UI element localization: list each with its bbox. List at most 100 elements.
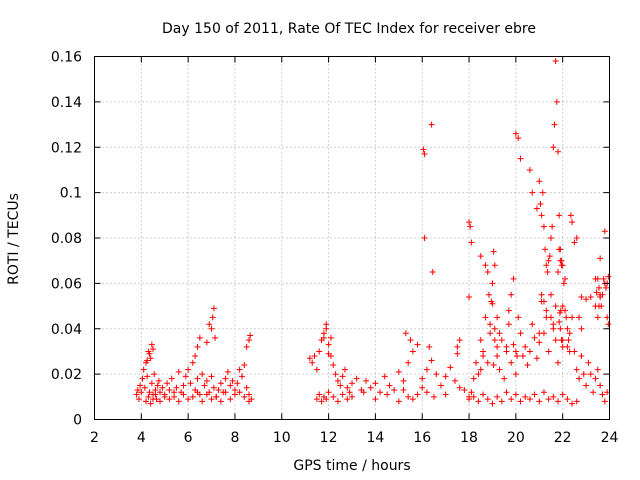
data-point: [313, 366, 320, 373]
data-point: [556, 318, 563, 325]
data-point: [146, 350, 153, 357]
data-point: [241, 362, 248, 369]
data-point: [405, 393, 412, 400]
data-point: [517, 155, 524, 162]
data-point: [466, 293, 473, 300]
data-point: [557, 257, 564, 264]
data-point: [503, 343, 510, 350]
data-point: [559, 391, 566, 398]
data-point: [512, 348, 519, 355]
x-tick-label: 6: [184, 430, 193, 446]
data-point: [477, 366, 484, 373]
data-point: [229, 377, 236, 384]
data-point: [217, 380, 224, 387]
data-point: [484, 396, 491, 403]
data-point: [543, 307, 550, 314]
y-tick-label: 0.16: [51, 50, 82, 66]
data-point: [332, 371, 339, 378]
data-point: [144, 357, 151, 364]
data-point: [557, 325, 564, 332]
data-point: [166, 396, 173, 403]
data-point: [531, 391, 538, 398]
data-point: [597, 291, 604, 298]
data-point: [213, 393, 220, 400]
data-point: [550, 393, 557, 400]
data-point: [487, 321, 494, 328]
data-point: [512, 371, 519, 378]
data-point: [452, 377, 458, 384]
data-point: [339, 391, 346, 398]
data-point: [533, 355, 540, 362]
data-point: [544, 269, 551, 276]
data-point: [559, 303, 566, 310]
data-point: [533, 205, 540, 212]
data-point: [421, 151, 428, 158]
data-point: [185, 366, 192, 373]
data-point: [551, 121, 558, 128]
data-point: [569, 314, 576, 321]
data-point: [377, 389, 384, 396]
data-point: [185, 396, 192, 403]
x-tick-label: 16: [413, 430, 431, 446]
data-point: [550, 325, 557, 332]
data-point: [456, 384, 463, 391]
data-point: [505, 307, 512, 314]
data-point: [491, 337, 498, 344]
data-point: [428, 357, 435, 364]
data-point: [187, 380, 194, 387]
axis-ticks: [94, 56, 610, 420]
data-point: [545, 348, 552, 355]
data-point: [477, 253, 484, 260]
data-point: [316, 348, 323, 355]
data-point: [330, 393, 337, 400]
data-point: [488, 298, 495, 305]
data-point: [135, 396, 142, 403]
data-point: [595, 303, 602, 310]
data-point: [353, 375, 360, 382]
data-point: [490, 248, 497, 255]
data-point: [585, 359, 592, 366]
data-point: [555, 359, 561, 366]
data-point: [484, 359, 491, 366]
data-point: [420, 146, 427, 153]
data-point: [569, 400, 576, 407]
data-point: [236, 389, 243, 396]
data-point: [505, 321, 512, 328]
data-point: [595, 284, 602, 291]
data-point: [542, 246, 549, 253]
data-point: [590, 389, 597, 396]
data-point: [217, 398, 224, 405]
data-point: [482, 262, 489, 269]
data-point: [146, 389, 153, 396]
data-point: [180, 391, 187, 398]
data-point: [605, 273, 612, 280]
data-point: [210, 384, 217, 391]
y-tick-label: 0.1: [60, 186, 82, 202]
data-point: [597, 255, 604, 262]
plot-frame: [94, 56, 610, 420]
data-point: [360, 389, 367, 396]
data-point: [580, 371, 587, 378]
data-point: [426, 343, 433, 350]
data-point: [372, 380, 379, 387]
data-point: [175, 368, 182, 375]
data-point: [573, 366, 580, 373]
data-point: [467, 223, 474, 230]
data-point: [546, 253, 553, 260]
data-point: [144, 373, 151, 380]
data-point: [536, 339, 543, 346]
data-point: [592, 375, 599, 382]
data-point: [600, 275, 607, 282]
data-point: [529, 189, 536, 196]
data-point: [246, 337, 252, 344]
data-point: [510, 341, 517, 348]
data-point: [477, 337, 484, 344]
data-point: [199, 398, 206, 405]
data-point: [320, 334, 327, 341]
data-point: [566, 330, 573, 337]
data-point: [150, 396, 157, 403]
y-tick-label: 0.08: [51, 231, 82, 247]
data-point: [341, 366, 348, 373]
data-point: [556, 246, 563, 253]
